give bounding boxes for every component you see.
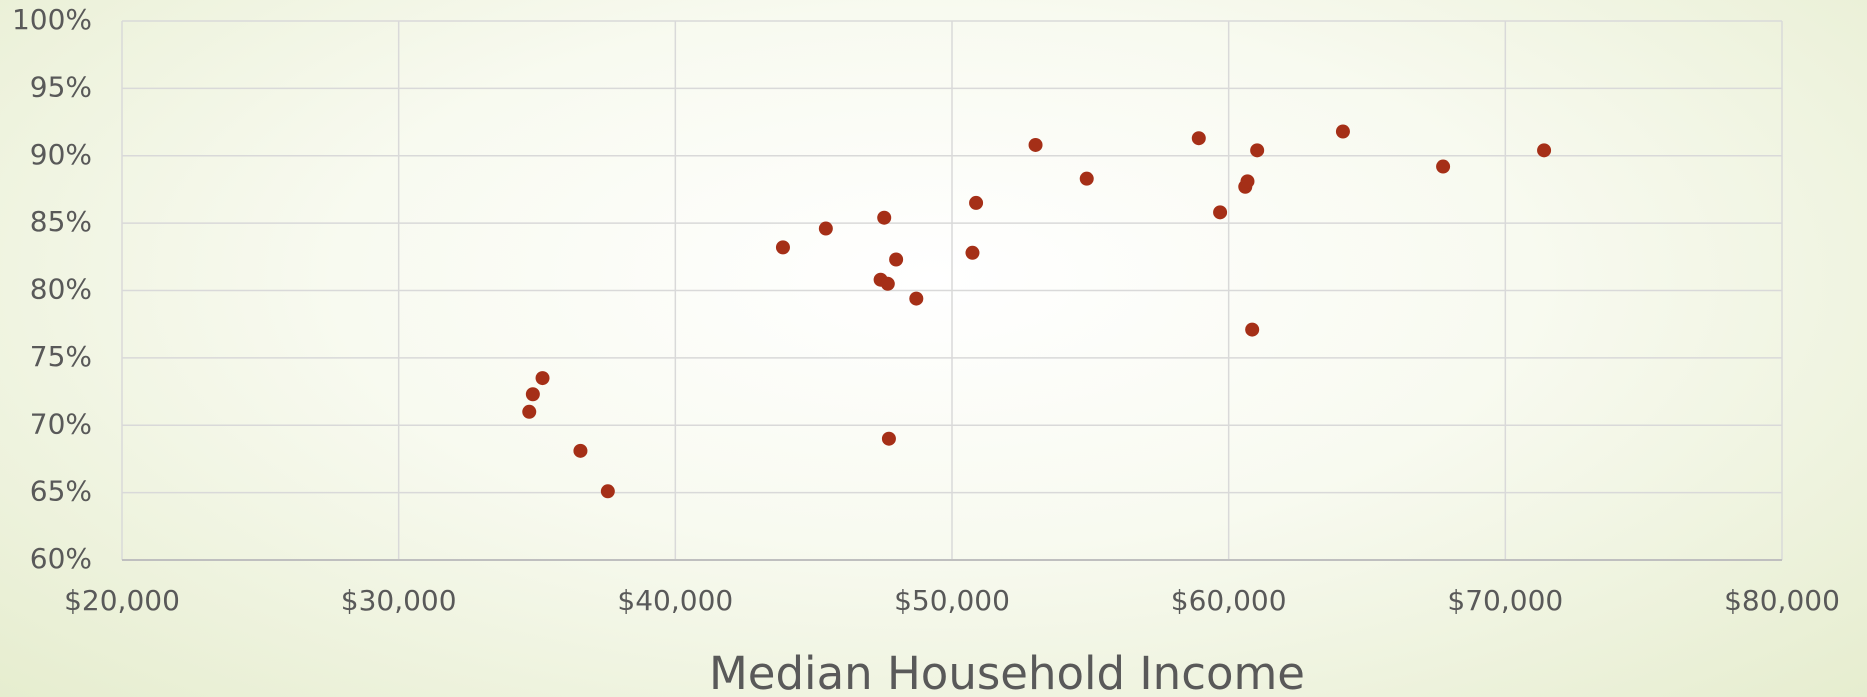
- x-tick-label: $30,000: [341, 584, 457, 617]
- y-tick-label: 80%: [30, 273, 92, 306]
- point: [909, 291, 924, 306]
- point: [1250, 143, 1265, 158]
- x-tick-label: $20,000: [64, 584, 180, 617]
- point: [775, 240, 790, 255]
- y-tick-label: 100%: [12, 3, 92, 36]
- y-tick-label: 65%: [30, 475, 92, 508]
- x-tick-label: $80,000: [1724, 584, 1840, 617]
- point: [1028, 137, 1043, 152]
- point: [522, 404, 537, 419]
- point: [1245, 322, 1260, 337]
- x-tick-label: $50,000: [894, 584, 1010, 617]
- x-tick-label: $60,000: [1171, 584, 1287, 617]
- point: [535, 371, 550, 386]
- point: [1240, 174, 1255, 189]
- point: [881, 431, 896, 446]
- point: [889, 252, 904, 267]
- y-tick-label: 95%: [30, 70, 92, 103]
- x-tick-label: $40,000: [617, 584, 733, 617]
- x-axis-title: Median Household Income: [709, 647, 1305, 697]
- y-tick-label: 70%: [30, 407, 92, 440]
- point: [1537, 143, 1552, 158]
- y-tick-label: 60%: [30, 542, 92, 575]
- point: [600, 484, 615, 499]
- point: [880, 276, 895, 291]
- point: [525, 387, 540, 402]
- point: [573, 443, 588, 458]
- point: [1079, 171, 1094, 186]
- point: [877, 210, 892, 225]
- y-tick-label: 90%: [30, 138, 92, 171]
- point: [965, 245, 980, 260]
- x-tick-label: $70,000: [1447, 584, 1563, 617]
- point: [1436, 159, 1451, 174]
- point: [818, 221, 833, 236]
- point: [1213, 205, 1228, 220]
- y-tick-label: 85%: [30, 205, 92, 238]
- point: [1335, 124, 1350, 139]
- point: [969, 195, 984, 210]
- y-tick-label: 75%: [30, 340, 92, 373]
- point: [1191, 131, 1206, 146]
